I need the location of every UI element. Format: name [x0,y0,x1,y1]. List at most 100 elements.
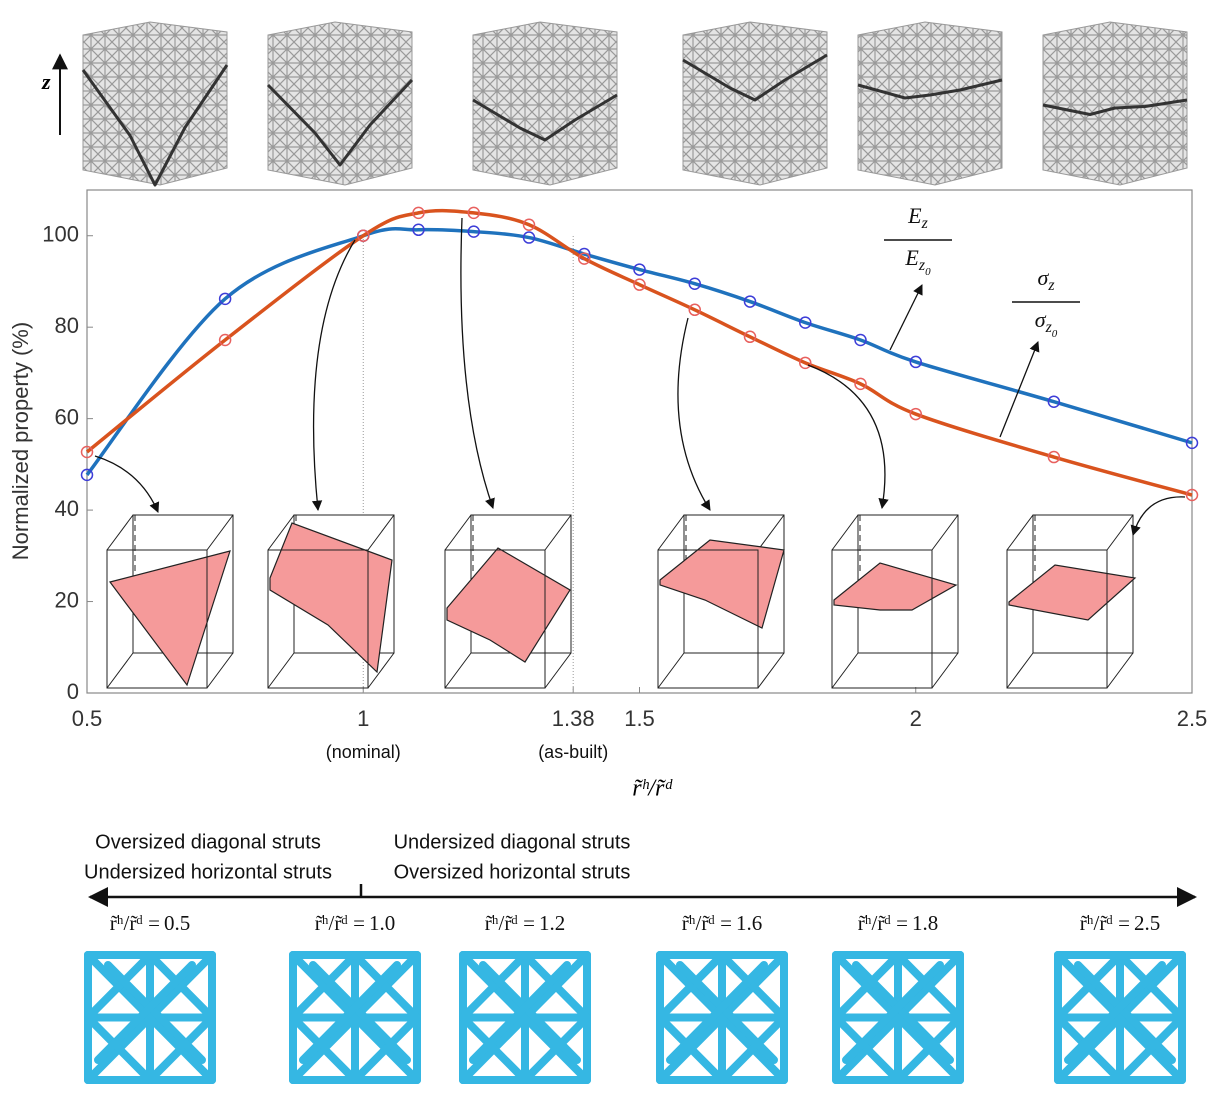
x-tick-label: 2.5 [1177,706,1208,731]
x-tick-label: 1.38 [552,706,595,731]
lattice-strut [1116,1013,1186,1084]
data-point [467,225,480,238]
inset-cube-front [1006,549,1108,689]
data-point [412,206,425,220]
right-label: Undersized diagonal struts [394,831,631,853]
lattice-strut [146,951,216,1022]
data-point [799,316,812,329]
ratio-label: r̃ʰ/r̃ᵈ = 0.5 [110,911,190,935]
ratio-label-prefix: r̃ʰ/r̃ᵈ = [682,911,732,935]
data-point [522,218,536,232]
lattice-strut [521,1013,591,1084]
inset-cube-front [267,549,369,689]
data-point [1047,450,1061,464]
fracture-line [857,78,1003,100]
series-label-part: E [904,245,919,270]
data-point [854,377,867,391]
x-tick-note: (nominal) [326,742,401,762]
series-label-part: z [1047,277,1055,294]
data-point [357,229,370,242]
data-point [743,295,757,308]
ratio-label-value: 1.0 [369,911,395,935]
y-tick-label: 60 [55,404,79,429]
lattice-strut [299,961,401,1064]
fracture-line [266,78,414,167]
data-point [688,277,701,290]
lattice-strut [1116,951,1186,1022]
left-label: Undersized horizontal struts [84,861,332,883]
inset-cube-front [444,549,546,689]
ratio-label: r̃ʰ/r̃ᵈ = 1.6 [682,911,762,935]
data-point [218,333,232,347]
ratio-label-value: 2.5 [1134,911,1160,935]
series-label-part: 0 [1052,328,1058,340]
lattice-strut [894,951,964,1022]
y-tick-label: 100 [42,222,79,247]
ratio-label-value: 1.8 [912,911,938,935]
lattice-cube [682,21,828,186]
lattice-strut [289,1013,359,1084]
inset-cube-front [106,549,208,689]
data-point [467,206,480,220]
inset-pointer [460,217,495,509]
ratio-label: r̃ʰ/r̃ᵈ = 1.0 [315,911,395,935]
series-label-part: σ [1037,265,1049,290]
lattice-strut [852,961,954,1064]
lattice-cube [857,21,1003,186]
inset-cube-front [657,549,759,689]
lattice-strut [1054,951,1124,1022]
bottom-lattice-images: r̃ʰ/r̃ᵈ = 0.5 r̃ʰ/r̃ᵈ = 1.0 r̃ʰ/r̃ᵈ = 1.2 r̃ʰ/… [84,911,1186,1084]
data-point [80,468,94,482]
inset-pointer [311,239,356,512]
x-tick-note: (as-built) [538,742,608,762]
series-label-part: z [1045,319,1053,336]
series-label: Ez0 [904,245,931,277]
fracture-plane [446,547,571,663]
ratio-label: r̃ʰ/r̃ᵈ = 2.5 [1080,911,1160,935]
x-tick-label: 1.5 [624,706,655,731]
lattice-strut [469,961,571,1064]
series-label: σz0 [1035,307,1058,339]
inset-pointer [807,364,889,510]
data-point [688,303,701,317]
series-line [85,208,1193,497]
lattice-strut [84,1013,154,1084]
lattice-strut [521,951,591,1022]
ratio-label-prefix: r̃ʰ/r̃ᵈ = [858,911,908,935]
x-tick-label: 2 [910,706,922,731]
series-label-part: 0 [925,266,931,278]
lattice-strut [894,1013,964,1084]
series-label-part: E [907,203,922,228]
inset-cube-front [831,549,933,689]
inset-pointer [1130,496,1186,536]
y-tick-label: 0 [67,679,79,704]
series-label: σz [1037,265,1055,294]
ratio-label-prefix: r̃ʰ/r̃ᵈ = [485,911,535,935]
data-point [854,333,867,347]
x-axis-label: r̃ʰ/r̃ᵈ [632,776,673,802]
lattice-strut [1054,1013,1124,1084]
inset-pointer [677,317,711,511]
lattice-strut [459,951,529,1022]
data-point [909,355,922,369]
y-tick-label: 40 [55,496,79,521]
data-point [1185,436,1199,450]
y-tick-label: 20 [55,587,79,612]
ratio-label-value: 0.5 [164,911,190,935]
ratio-label-value: 1.6 [736,911,762,935]
fracture-line [682,53,828,102]
data-point [799,356,812,370]
x-tick-label: 1 [357,706,369,731]
lattice-strut [656,951,726,1022]
fracture-line [1042,98,1188,116]
ratio-label-prefix: r̃ʰ/r̃ᵈ = [110,911,160,935]
label-pointer [999,341,1040,438]
y-tick-label: 80 [55,313,79,338]
series-line [85,226,1193,476]
lattice-strut [666,961,768,1064]
ratio-label: r̃ʰ/r̃ᵈ = 1.2 [485,911,565,935]
z-label: z [41,69,51,94]
